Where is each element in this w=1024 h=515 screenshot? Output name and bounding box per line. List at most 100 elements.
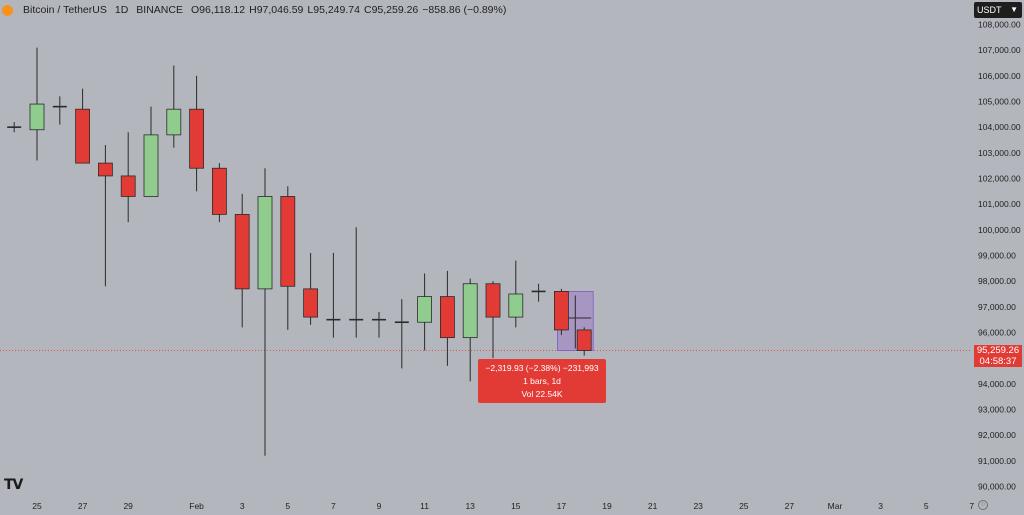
- x-axis-tick-label: 7: [969, 501, 974, 511]
- candle-body: [98, 162, 113, 177]
- y-axis-tick-label: 92,000.00: [978, 430, 1016, 440]
- y-axis-tick-label: 106,000.00: [978, 71, 1021, 81]
- candle-body: [120, 175, 136, 197]
- candle[interactable]: [29, 47, 45, 161]
- x-axis-tick-label: 15: [511, 501, 521, 511]
- candle-body: [189, 108, 205, 169]
- last-price-tag: 95,259.26 04:58:37: [974, 345, 1022, 367]
- candle[interactable]: [189, 75, 205, 192]
- high-value: 97,046.59: [256, 4, 304, 16]
- currency-label: USDT: [977, 5, 1002, 15]
- x-axis-tick-label: 25: [32, 501, 42, 511]
- y-axis-tick-label: 108,000.00: [978, 20, 1021, 30]
- candle-body: [211, 167, 227, 215]
- candle[interactable]: [98, 145, 113, 287]
- tradingview-logo[interactable]: TV: [4, 477, 23, 493]
- x-axis-tick-label: 27: [78, 501, 88, 511]
- candle-body: [143, 134, 159, 197]
- candle-body: [303, 288, 319, 318]
- y-axis-tick-label: 104,000.00: [978, 122, 1021, 132]
- open-value: 96,118.12: [199, 4, 246, 16]
- y-axis-tick-label: 98,000.00: [978, 276, 1016, 286]
- currency-button[interactable]: USDT ▼: [974, 2, 1022, 18]
- candle[interactable]: [303, 252, 319, 325]
- y-axis-tick-label: 94,000.00: [978, 379, 1016, 389]
- y-axis-tick-label: 100,000.00: [978, 225, 1021, 235]
- candle-body: [29, 103, 45, 131]
- close-label: C: [363, 4, 372, 16]
- close-value: 95,259.26: [371, 4, 419, 16]
- measure-volume: Vol 22.54K: [521, 389, 563, 399]
- candle[interactable]: [211, 163, 227, 223]
- symbol-name[interactable]: Bitcoin / TetherUS: [23, 4, 107, 16]
- candle[interactable]: [508, 260, 524, 328]
- candle-body: [508, 293, 524, 318]
- interval-label[interactable]: 1D: [114, 4, 129, 16]
- x-axis-tick-label: 9: [377, 501, 382, 511]
- settings-icon[interactable]: ○: [978, 500, 988, 510]
- x-axis-tick-label: 29: [123, 501, 133, 511]
- candle[interactable]: [394, 299, 409, 369]
- y-axis-tick-label: 105,000.00: [978, 97, 1021, 107]
- y-axis-tick-label: 102,000.00: [978, 174, 1021, 184]
- x-axis-tick-label: Mar: [828, 501, 843, 511]
- x-axis-tick-label: 17: [557, 501, 567, 511]
- candle[interactable]: [166, 65, 182, 148]
- x-axis-tick-label: 7: [331, 501, 336, 511]
- x-axis-tick-label: 3: [240, 501, 245, 511]
- bitcoin-logo-icon: [2, 4, 13, 16]
- candle[interactable]: [531, 283, 546, 302]
- x-axis-tick-label: 21: [648, 501, 658, 511]
- measure-change: −2,319.93 (−2.38%) −231,993: [485, 363, 599, 373]
- candle[interactable]: [326, 252, 341, 338]
- candle[interactable]: [234, 193, 250, 328]
- candle-body: [576, 329, 592, 351]
- candle[interactable]: [143, 106, 159, 197]
- candle[interactable]: [7, 122, 22, 133]
- chevron-down-icon: ▼: [1010, 5, 1018, 14]
- candle[interactable]: [120, 132, 136, 223]
- candle-body: [234, 214, 250, 290]
- high-label: H: [249, 4, 257, 16]
- x-axis-tick-label: 19: [602, 501, 612, 511]
- y-axis-tick-label: 101,000.00: [978, 199, 1021, 209]
- x-axis-tick-label: 27: [785, 501, 795, 511]
- candle[interactable]: [75, 88, 90, 164]
- candle[interactable]: [462, 278, 478, 382]
- candle-body: [75, 108, 90, 164]
- change-value: −858.86 (−0.89%): [422, 4, 507, 16]
- symbol-header: Bitcoin / TetherUS 1D BINANCE O96,118.12…: [0, 0, 506, 20]
- candle-body: [417, 296, 433, 323]
- y-axis-tick-label: 90,000.00: [978, 482, 1016, 492]
- candle[interactable]: [439, 270, 455, 366]
- candle[interactable]: [372, 311, 386, 338]
- open-label: O: [190, 4, 200, 16]
- x-axis-tick-label: 5: [285, 501, 290, 511]
- candle[interactable]: [257, 168, 273, 456]
- y-axis-tick-label: 103,000.00: [978, 148, 1021, 158]
- candle-body: [280, 196, 296, 287]
- candle-body: [485, 283, 501, 318]
- candle[interactable]: [554, 288, 569, 336]
- y-axis-tick-label: 97,000.00: [978, 302, 1016, 312]
- candle[interactable]: [280, 186, 296, 330]
- candle[interactable]: [349, 227, 364, 338]
- exchange-label: BINANCE: [136, 4, 183, 16]
- bar-countdown: 04:58:37: [979, 356, 1017, 367]
- candle[interactable]: [576, 327, 592, 356]
- candle-body: [462, 283, 478, 339]
- x-axis-tick-label: 25: [739, 501, 749, 511]
- low-value: 95,249.74: [313, 4, 360, 16]
- y-axis-tick-label: 96,000.00: [978, 328, 1016, 338]
- y-axis-tick-label: 91,000.00: [978, 456, 1016, 466]
- candle[interactable]: [485, 281, 501, 359]
- candle[interactable]: [417, 273, 433, 351]
- candle-body: [554, 291, 569, 331]
- candle[interactable]: [52, 96, 67, 125]
- x-axis-tick-label: Feb: [189, 501, 204, 511]
- x-axis-tick-label: 5: [924, 501, 929, 511]
- measure-bars: 1 bars, 1d: [523, 376, 561, 386]
- x-axis-tick-label: 3: [878, 501, 883, 511]
- x-axis-tick-label: 23: [693, 501, 703, 511]
